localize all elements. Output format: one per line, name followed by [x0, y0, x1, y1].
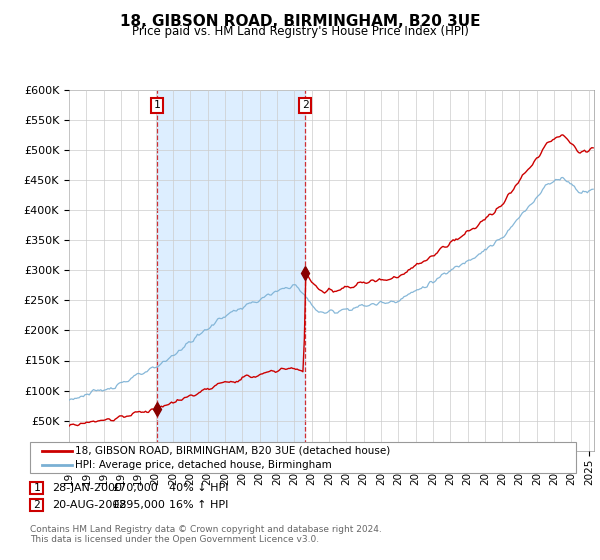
Text: 2: 2	[302, 100, 308, 110]
Text: 18, GIBSON ROAD, BIRMINGHAM, B20 3UE: 18, GIBSON ROAD, BIRMINGHAM, B20 3UE	[120, 14, 480, 29]
Text: 2: 2	[33, 500, 40, 510]
Text: 20-AUG-2008: 20-AUG-2008	[52, 500, 127, 510]
Text: 16% ↑ HPI: 16% ↑ HPI	[169, 500, 229, 510]
Text: £295,000: £295,000	[112, 500, 165, 510]
Text: This data is licensed under the Open Government Licence v3.0.: This data is licensed under the Open Gov…	[30, 535, 319, 544]
Text: 1: 1	[33, 483, 40, 493]
Text: HPI: Average price, detached house, Birmingham: HPI: Average price, detached house, Birm…	[75, 460, 332, 470]
Text: 28-JAN-2000: 28-JAN-2000	[52, 483, 122, 493]
Text: Price paid vs. HM Land Registry's House Price Index (HPI): Price paid vs. HM Land Registry's House …	[131, 25, 469, 38]
Bar	[157, 90, 305, 451]
Text: 40% ↓ HPI: 40% ↓ HPI	[169, 483, 229, 493]
Text: 18, GIBSON ROAD, BIRMINGHAM, B20 3UE (detached house): 18, GIBSON ROAD, BIRMINGHAM, B20 3UE (de…	[75, 446, 390, 456]
Text: Contains HM Land Registry data © Crown copyright and database right 2024.: Contains HM Land Registry data © Crown c…	[30, 525, 382, 534]
Text: £70,000: £70,000	[112, 483, 158, 493]
Text: 1: 1	[154, 100, 160, 110]
